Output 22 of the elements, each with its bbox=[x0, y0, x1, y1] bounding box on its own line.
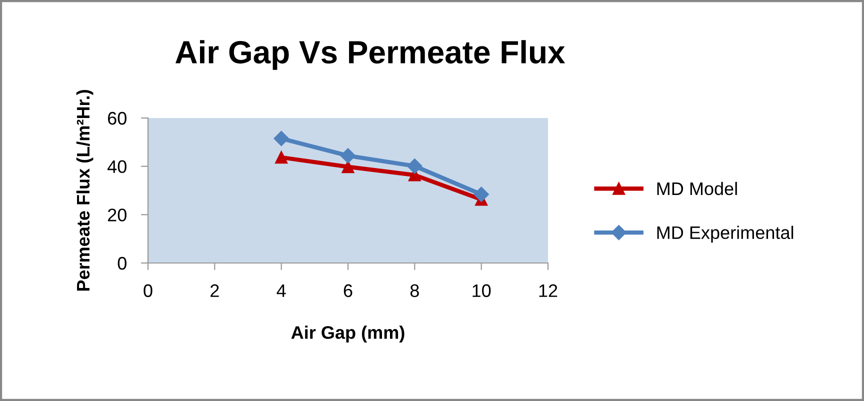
x-tick-label: 0 bbox=[144, 284, 152, 298]
x-tick-label: 6 bbox=[344, 284, 352, 298]
legend-label: MD Experimental bbox=[657, 226, 794, 243]
x-tick-label: 4 bbox=[276, 284, 286, 297]
x-tick-label: 2 bbox=[210, 284, 219, 297]
point bbox=[274, 130, 289, 146]
y-tick-label: 0 bbox=[118, 256, 126, 270]
y-tick-label: 60 bbox=[108, 112, 126, 125]
x-axis-title: Air Gap (mm) bbox=[291, 326, 404, 342]
y-tick-label: 40 bbox=[108, 160, 126, 174]
chart-title: Air Gap Vs Permeate Flux bbox=[176, 40, 566, 70]
x-tick-label: 8 bbox=[410, 284, 419, 298]
point bbox=[340, 148, 356, 164]
x-tick-label: 10 bbox=[472, 284, 491, 298]
x-tick-label: 12 bbox=[539, 284, 558, 297]
point bbox=[407, 158, 422, 174]
point bbox=[342, 160, 354, 174]
point bbox=[275, 151, 288, 164]
y-tick-label: 20 bbox=[108, 208, 126, 222]
point bbox=[474, 186, 489, 202]
legend-label: MD Model bbox=[657, 182, 737, 196]
y-axis-title: Permeate Flux (L/m²Hr.) bbox=[76, 90, 94, 291]
